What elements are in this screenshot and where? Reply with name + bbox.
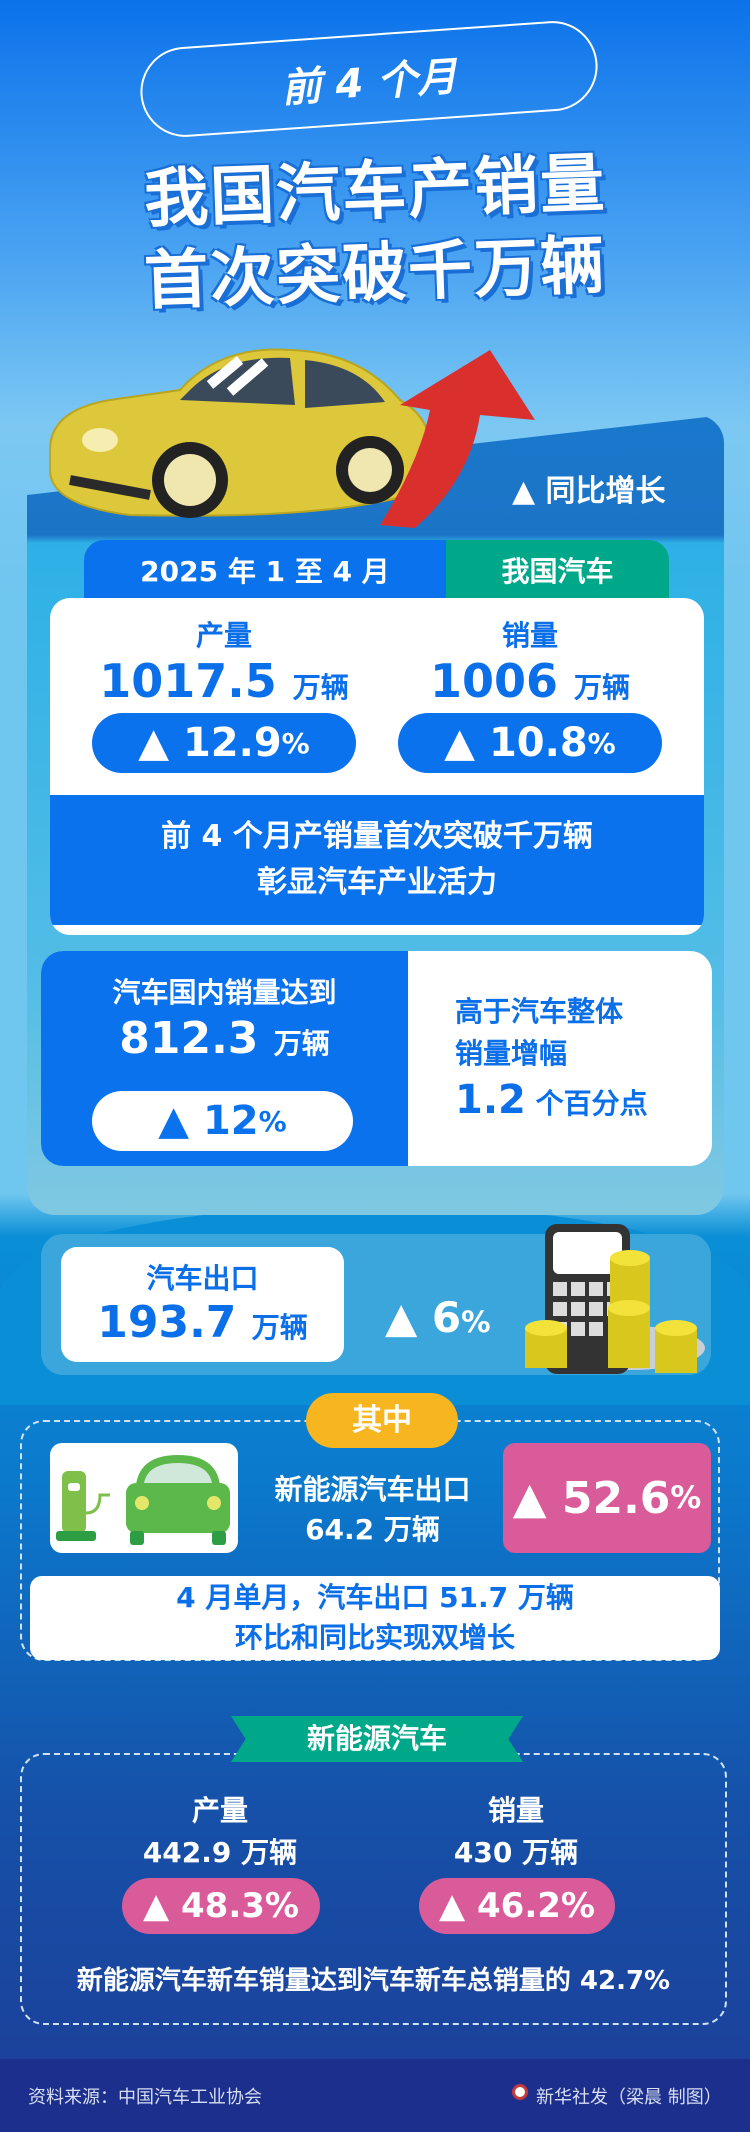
sales-value: 1006 万辆 [429,654,631,708]
sales-label: 销量 [501,619,558,652]
export-value: 193.7 万辆 [97,1297,308,1348]
nev-export: 新能源汽车出口 64.2 万辆 [274,1473,471,1546]
export-card: 汽车出口 193.7 万辆 [61,1247,344,1362]
production-label: 产量 [195,619,252,652]
domestic-growth-pill: ▲ 12% [92,1091,353,1151]
scope-tab: 我国汽车 [446,540,669,600]
nev-sales: 销量 430 万辆 [453,1794,579,1869]
legend-yoy: ▲ 同比增长 [512,474,666,509]
among-badge: 其中 [306,1393,458,1448]
domestic-value: 812.3 万辆 [119,1013,330,1064]
red-up-arrow-icon [380,350,535,528]
export-growth: ▲ 6% [385,1293,491,1342]
ev-charging-icon [56,1455,230,1545]
production-value: 1017.5 万辆 [99,654,349,708]
overall-note: 前 4 个月产销量首次突破千万辆 彰显汽车产业活力 [50,795,704,925]
period-tag: 前 4 个月 [137,18,601,140]
ev-charging-card [50,1443,238,1553]
nev-production-growth: ▲ 48.3% [122,1878,320,1934]
april-export-note: 4 月单月，汽车出口 51.7 万辆 环比和同比实现双增长 [30,1576,720,1660]
calculator-coins-icon [525,1224,705,1374]
domestic-compare: 高于汽车整体 销量增幅 1.2 个百分点 [455,995,648,1123]
nev-production: 产量 442.9 万辆 [142,1794,298,1869]
car-illustration [49,348,432,518]
nev-sales-growth: ▲ 46.2% [419,1878,615,1934]
overall-card: 产量 1017.5 万辆 ▲ 12.9% 销量 1006 万辆 ▲ 10.8% … [50,598,704,935]
sales-growth-pill: ▲ 10.8% [398,713,662,773]
domestic-label: 汽车国内销量达到 [112,976,337,1009]
nev-export-growth: ▲ 52.6% [503,1443,711,1553]
nev-share-note: 新能源汽车新车销量达到汽车新车总销量的 42.7% [76,1966,671,1996]
domestic-card: 汽车国内销量达到 812.3 万辆 ▲ 12% 高于汽车整体 销量增幅 1.2 个… [41,951,712,1166]
production-growth-pill: ▲ 12.9% [92,713,356,773]
xinhua-logo-icon [512,2084,528,2100]
export-label: 汽车出口 [146,1262,259,1295]
period-tag-text: 前 4 个月 [280,53,459,113]
source-text: 资料来源：中国汽车工业协会 [28,2087,262,2108]
footer: 资料来源：中国汽车工业协会 新华社发（梁晨 制图） [0,2059,750,2132]
nev-ribbon: 新能源汽车 [231,1716,523,1762]
credit-text: 新华社发（梁晨 制图） [536,2087,722,2108]
period-tab: 2025 年 1 至 4 月 [84,540,446,600]
